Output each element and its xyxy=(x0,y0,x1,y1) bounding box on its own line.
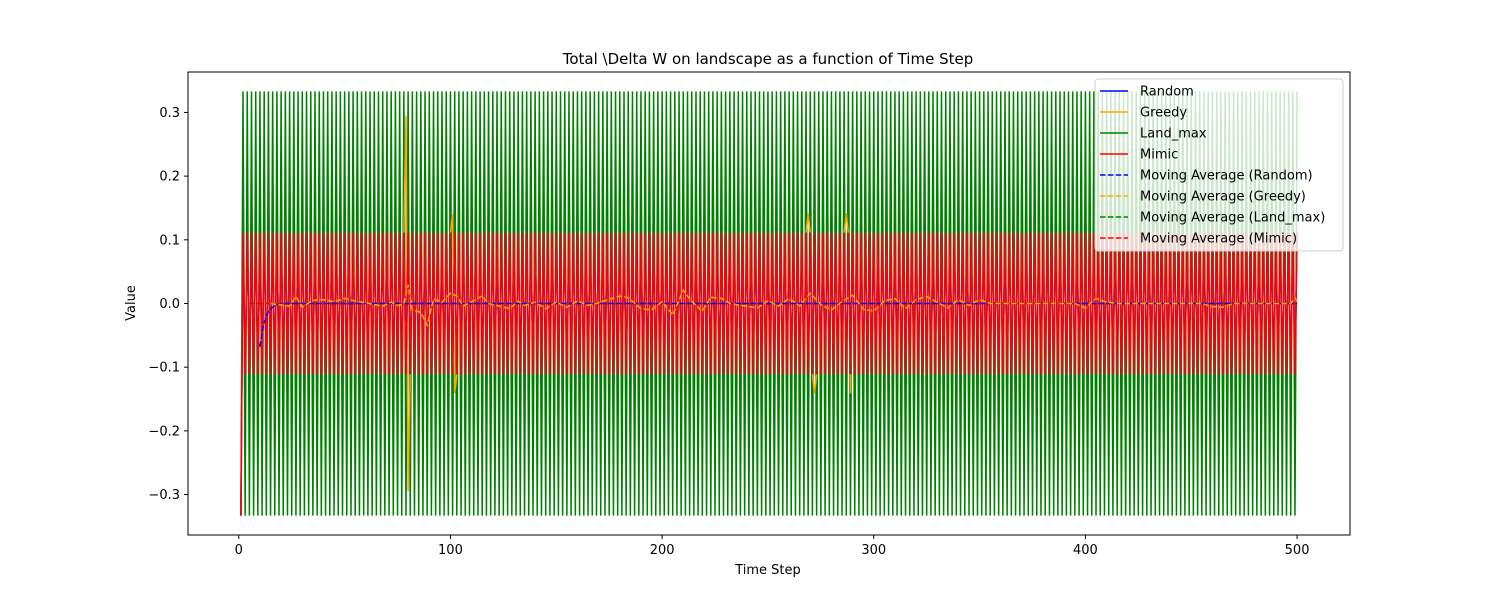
y-tick-label: −0.3 xyxy=(148,488,180,503)
legend: Random Greedy Land_max Mimic Moving Average … xyxy=(1094,78,1344,252)
y-tick-label: 0.3 xyxy=(159,106,180,121)
legend-label: Moving Average (Land_max) xyxy=(1140,211,1325,226)
x-tick-label: 400 xyxy=(1073,543,1098,558)
y-axis: −0.3 −0.2 −0.1 0.0 0.1 0.2 0.3 xyxy=(148,106,188,503)
series-line-moving-average-greedy xyxy=(270,284,1298,328)
plot-area xyxy=(187,71,1351,536)
chart-title: Total \Delta W on landscape as a functio… xyxy=(562,50,974,68)
x-tick-label: 300 xyxy=(861,543,886,558)
x-tick-label: 100 xyxy=(438,543,463,558)
legend-label: Land_max xyxy=(1140,127,1207,142)
y-tick-label: 0.1 xyxy=(159,233,180,248)
y-tick-label: −0.2 xyxy=(148,424,180,439)
legend-label: Moving Average (Mimic) xyxy=(1140,232,1297,247)
series-line-moving-average-random xyxy=(259,302,1298,347)
y-tick-label: 0.0 xyxy=(159,297,180,312)
legend-label: Random xyxy=(1140,85,1194,100)
legend-label: Moving Average (Random) xyxy=(1140,169,1313,184)
legend-label: Mimic xyxy=(1140,148,1178,163)
series-layer xyxy=(240,91,1298,516)
y-tick-label: 0.2 xyxy=(159,170,180,185)
y-axis-label: Value xyxy=(124,285,139,321)
legend-label: Moving Average (Greedy) xyxy=(1140,190,1306,205)
x-axis: 0 100 200 300 400 500 xyxy=(235,535,1310,558)
x-axis-label: Time Step xyxy=(734,563,801,578)
legend-label: Greedy xyxy=(1140,106,1187,121)
x-tick-label: 0 xyxy=(235,543,243,558)
x-tick-label: 200 xyxy=(650,543,675,558)
legend-box xyxy=(1094,78,1344,252)
y-tick-label: −0.1 xyxy=(148,361,180,376)
x-tick-label: 500 xyxy=(1285,543,1310,558)
